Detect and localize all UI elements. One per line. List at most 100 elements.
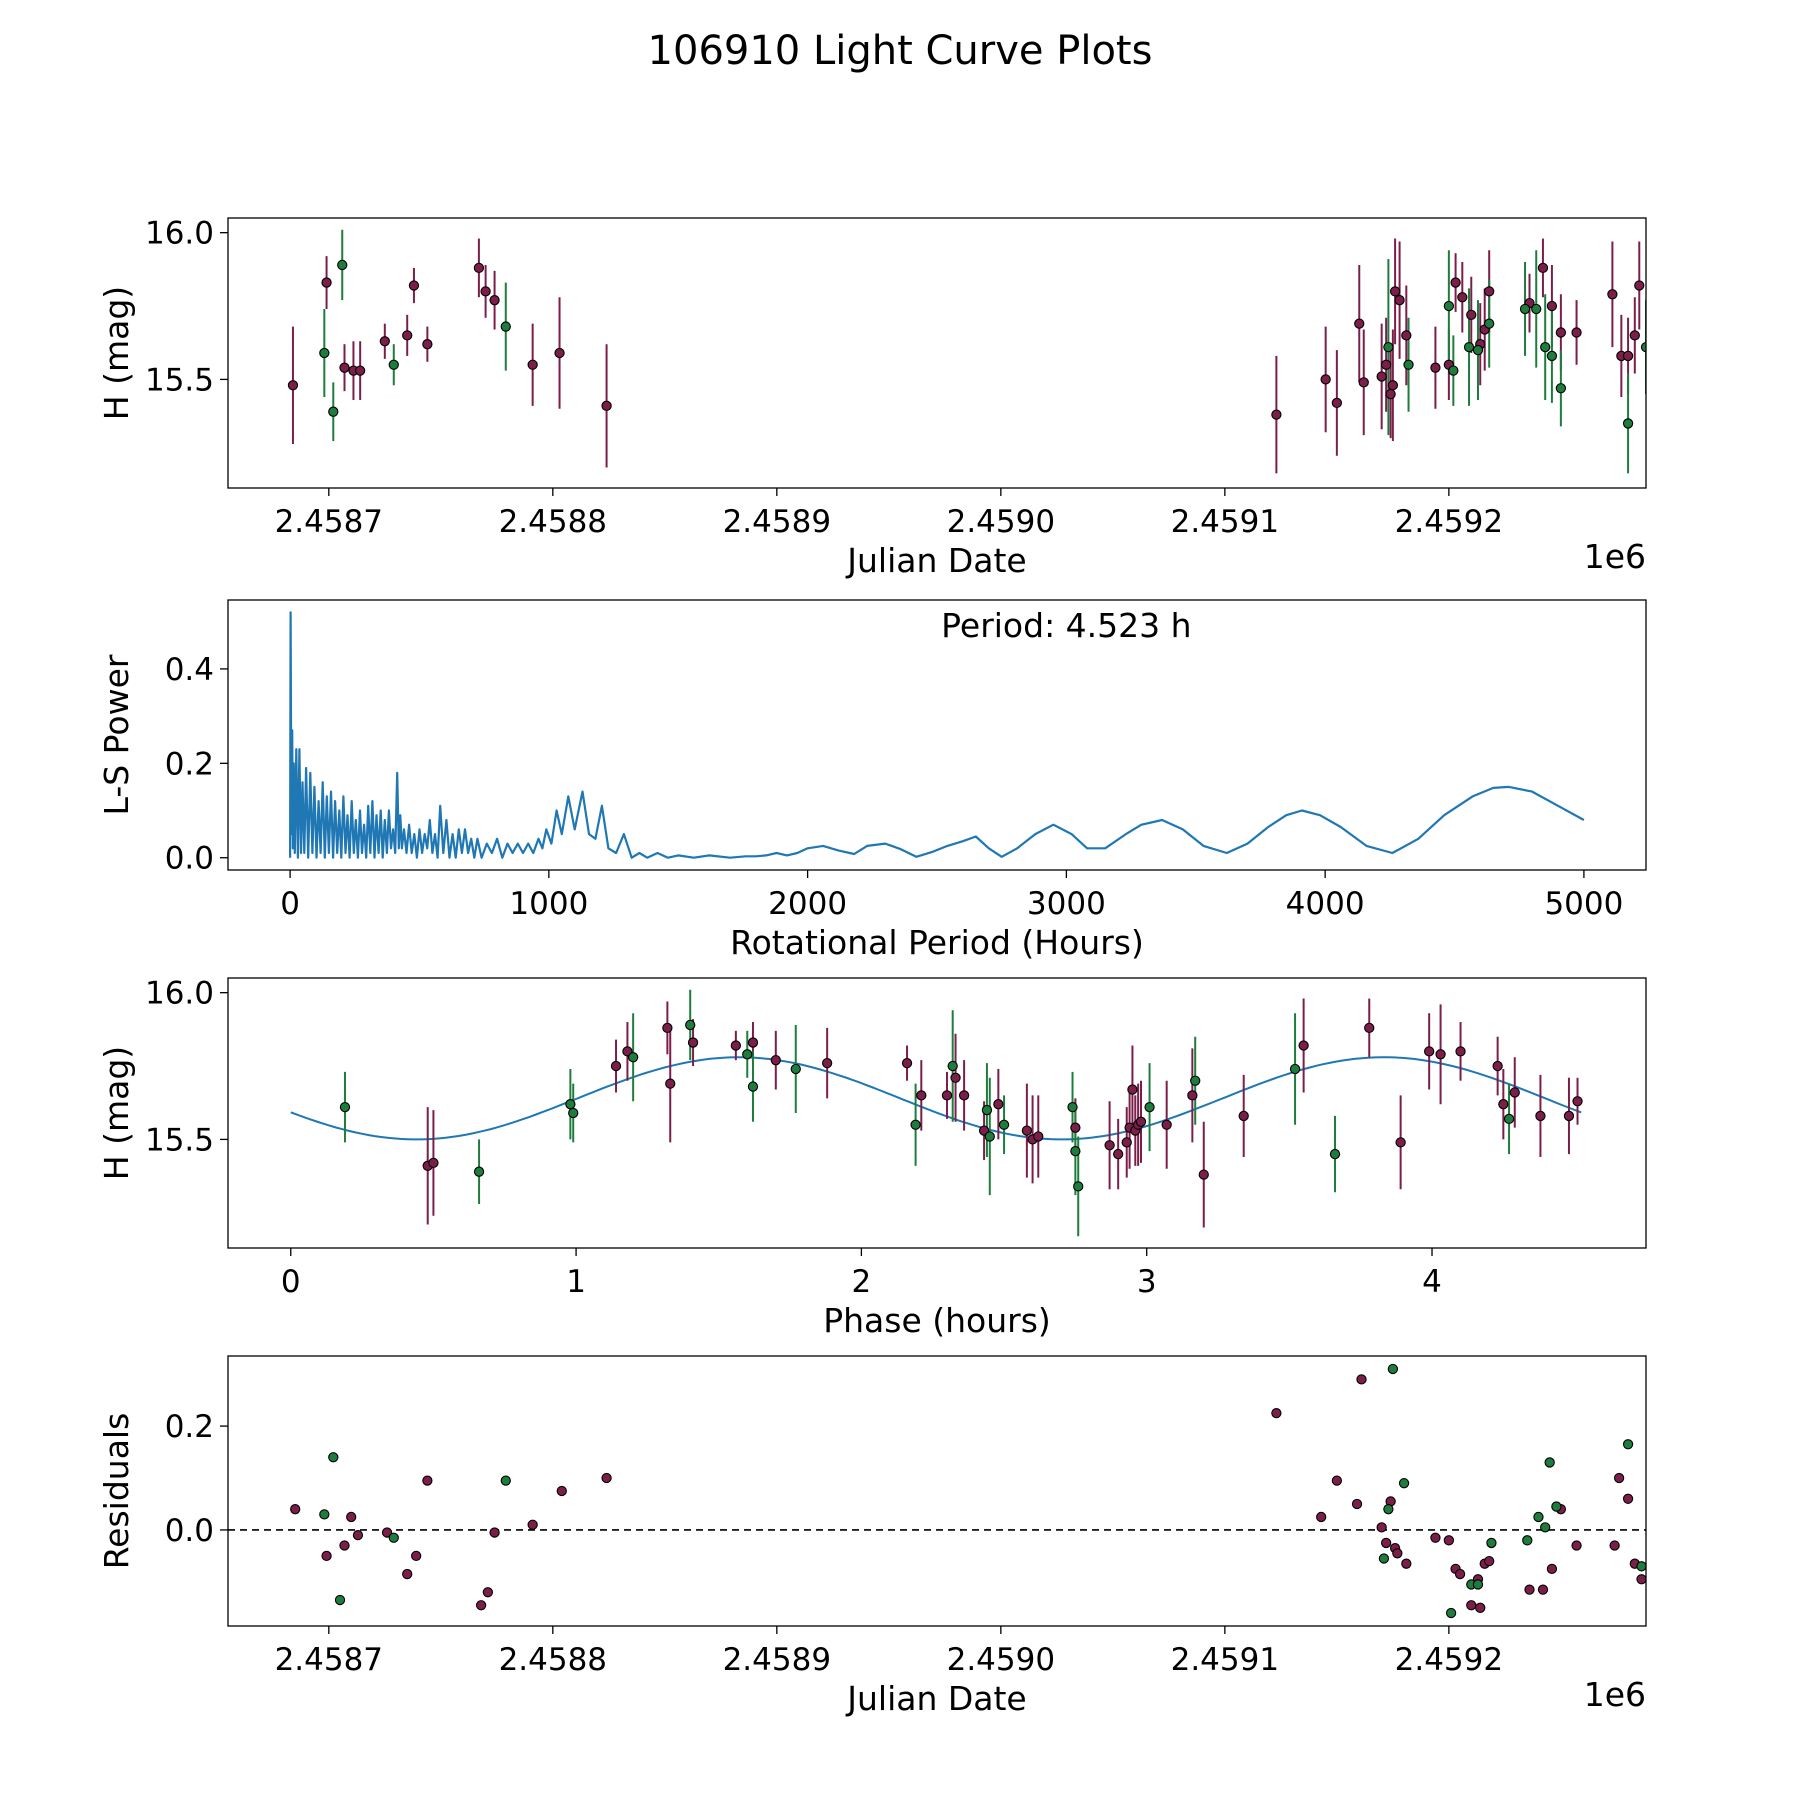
residuals-point-maroon — [1271, 1407, 1282, 1419]
lightcurve-point-maroon — [408, 280, 420, 291]
phased-point-maroon — [941, 1090, 953, 1101]
lightcurve-xtick-label: 2.4590 — [947, 504, 1055, 540]
phased-xtick-label: 3 — [1137, 1264, 1157, 1300]
residuals-plot-area — [228, 1363, 1646, 1619]
periodogram-marks — [289, 611, 1585, 859]
residuals-point-maroon — [290, 1504, 301, 1515]
phased-plot-area — [290, 989, 1583, 1237]
phased-point-maroon — [687, 1037, 699, 1048]
phased-point-maroon — [1492, 1060, 1503, 1072]
residuals-point-maroon — [1443, 1535, 1455, 1546]
phased-point-maroon — [1435, 1049, 1446, 1060]
phased-point-maroon — [950, 1072, 961, 1083]
residuals-point-green — [1383, 1504, 1394, 1515]
residuals-offset-label: 1e6 — [1584, 1675, 1646, 1714]
phased-point-maroon — [1238, 1110, 1249, 1122]
phased-point-maroon — [1563, 1110, 1575, 1122]
residuals-xtick-label: 2.4588 — [499, 1642, 607, 1678]
phased-point-maroon — [901, 1057, 913, 1069]
phased-panel: 0 1 2 3 4 15.5 16.0 Phase (hours) H (mag) — [97, 976, 1647, 1340]
phased-point-green — [742, 1049, 753, 1060]
phased-point-maroon — [916, 1090, 927, 1101]
phased-xtick-label: 1 — [566, 1264, 586, 1300]
residuals-point-green — [1486, 1537, 1497, 1549]
residuals-point-maroon — [1475, 1602, 1486, 1613]
residuals-point-maroon — [1609, 1540, 1620, 1551]
lightcurve-point-maroon — [1376, 371, 1387, 382]
phased-point-maroon — [1424, 1046, 1435, 1057]
residuals-point-green — [1622, 1439, 1634, 1450]
lightcurve-point-maroon — [1457, 292, 1468, 303]
phased-point-maroon — [1113, 1148, 1124, 1160]
phased-xtick-label: 2 — [852, 1264, 872, 1300]
residuals-point-green — [1544, 1457, 1555, 1468]
lightcurve-ytick-label: 16.0 — [145, 216, 214, 252]
residuals-point-maroon — [475, 1600, 487, 1611]
lightcurve-point-maroon — [321, 277, 332, 288]
periodogram-xtick-label: 1000 — [509, 886, 588, 922]
phased-point-green — [339, 1101, 351, 1113]
residuals-point-green — [1387, 1363, 1399, 1375]
periodogram-ytick-label: 0.0 — [165, 841, 214, 877]
phased-marks — [290, 989, 1583, 1237]
lightcurve-point-maroon — [339, 362, 350, 373]
lightcurve-point-maroon — [1555, 327, 1567, 338]
lightcurve-point-green — [1383, 341, 1394, 353]
lightcurve-ticks: 2.4587 2.4588 2.4589 2.4590 2.4591 2.4592 15.5… — [145, 216, 1503, 540]
phased-ylabel: H (mag) — [97, 1046, 136, 1180]
figure-title: 106910 Light Curve Plots — [648, 28, 1153, 74]
residuals-xlabel: Julian Date — [845, 1679, 1027, 1718]
residuals-point-green — [328, 1452, 339, 1463]
lightcurve-point-maroon — [422, 339, 433, 350]
lightcurve-xlabel: Julian Date — [845, 541, 1027, 580]
periodogram-ytick-label: 0.4 — [165, 652, 214, 688]
lightcurve-point-green — [1463, 341, 1475, 353]
phased-point-maroon — [1498, 1099, 1509, 1110]
residuals-xtick-label: 2.4591 — [1171, 1642, 1279, 1678]
residuals-point-maroon — [527, 1519, 538, 1530]
periodogram-xtick-label: 4000 — [1286, 886, 1365, 922]
lightcurve-point-green — [500, 321, 511, 332]
lightcurve-point-maroon — [1622, 350, 1634, 362]
residuals-point-maroon — [1430, 1532, 1441, 1543]
lightcurve-xtick-label: 2.4592 — [1395, 504, 1503, 540]
periodogram-xtick-label: 5000 — [1544, 886, 1623, 922]
residuals-point-maroon — [1401, 1558, 1412, 1569]
lightcurve-point-green — [1640, 341, 1646, 353]
lightcurve-point-green — [319, 347, 330, 359]
lightcurve-xtick-label: 2.4589 — [723, 504, 831, 540]
lightcurve-ytick-label: 15.5 — [145, 362, 214, 398]
phased-point-green — [790, 1063, 801, 1075]
lightcurve-point-maroon — [473, 262, 485, 274]
residuals-point-maroon — [1466, 1600, 1477, 1611]
residuals-point-maroon — [1454, 1568, 1466, 1580]
lightcurve-point-maroon — [1484, 286, 1495, 297]
phased-point-maroon — [610, 1060, 622, 1072]
lightcurve-point-maroon — [1546, 300, 1558, 312]
residuals-point-green — [388, 1532, 399, 1543]
phased-axes-frame — [227, 977, 1647, 1249]
phased-xtick-label: 0 — [281, 1264, 301, 1300]
residuals-point-maroon — [346, 1511, 357, 1523]
residuals-point-maroon — [1546, 1563, 1558, 1575]
phased-point-green — [473, 1166, 485, 1177]
residuals-point-green — [1522, 1535, 1533, 1546]
lightcurve-point-maroon — [287, 380, 299, 391]
residuals-point-green — [1533, 1511, 1544, 1523]
phased-point-maroon — [1127, 1084, 1138, 1095]
phased-point-green — [685, 1019, 696, 1031]
residuals-point-maroon — [411, 1550, 422, 1562]
lightcurve-plot-area — [287, 229, 1646, 474]
lightcurve-point-green — [1531, 303, 1542, 315]
periodogram-ylabel: L-S Power — [97, 654, 136, 815]
phased-point-maroon — [1455, 1046, 1466, 1057]
lightcurve-point-green — [1622, 418, 1634, 429]
phased-xlabel: Phase (hours) — [823, 1301, 1051, 1340]
lightcurve-xtick-label: 2.4591 — [1171, 504, 1279, 540]
lightcurve-point-maroon — [1385, 388, 1396, 400]
lightcurve-point-maroon — [1571, 327, 1582, 338]
phased-point-green — [1070, 1146, 1081, 1157]
residuals-point-maroon — [402, 1568, 413, 1580]
